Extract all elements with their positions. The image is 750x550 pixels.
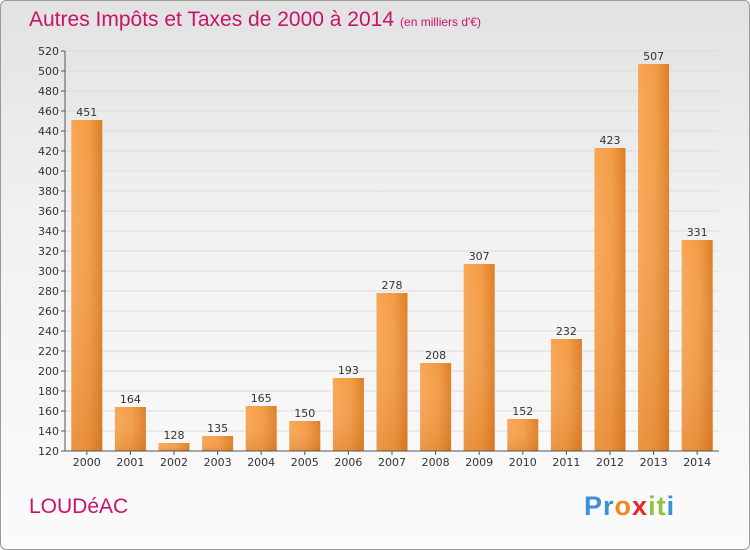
- bar-value-label: 507: [643, 50, 664, 63]
- logo-letter: P: [584, 491, 604, 521]
- chart-title-text: Autres Impôts et Taxes de 2000 à 2014: [29, 8, 395, 31]
- location-label: LOUDéAC: [29, 495, 129, 518]
- y-tick-label: 160: [38, 405, 59, 418]
- bars: 451 164 128 135 165 150 193 278 208 307 152 232 423 5…: [71, 50, 713, 451]
- y-tick-label: 400: [38, 165, 59, 178]
- x-tick-label: 2014: [683, 456, 711, 469]
- bar-shade: [114, 407, 146, 451]
- bar-shade: [463, 264, 495, 451]
- bar-value-label: 152: [512, 405, 533, 418]
- logo-letter: o: [614, 491, 633, 521]
- bar-value-label: 307: [469, 250, 490, 263]
- bar-value-label: 128: [164, 429, 185, 442]
- bar-value-label: 423: [600, 134, 621, 147]
- x-tick-label: 2006: [334, 456, 362, 469]
- x-tick-label: 2003: [204, 456, 232, 469]
- bar-value-label: 208: [425, 349, 446, 362]
- bar-value-label: 278: [382, 279, 403, 292]
- x-tick-label: 2012: [596, 456, 624, 469]
- y-tick-label: 360: [38, 205, 59, 218]
- x-axis: 2000 2001 2002 2003 2004 2005 2006 2007 2008 2009…: [65, 450, 719, 469]
- bar-shade: [507, 419, 539, 451]
- logo-letter: i: [666, 491, 676, 521]
- bar-value-label: 451: [76, 106, 97, 119]
- x-tick-label: 2002: [160, 456, 188, 469]
- y-tick-label: 420: [38, 145, 59, 158]
- bar-value-label: 193: [338, 364, 359, 377]
- bar-shade: [550, 339, 582, 451]
- x-tick-label: 2000: [73, 456, 101, 469]
- x-tick-label: 2008: [422, 456, 450, 469]
- logo-letter: r: [603, 491, 615, 521]
- bar-shade: [594, 148, 626, 451]
- bar-shade: [245, 406, 277, 451]
- y-tick-label: 500: [38, 65, 59, 78]
- y-tick-label: 320: [38, 245, 59, 258]
- bar-value-label: 164: [120, 393, 141, 406]
- x-tick-label: 2009: [465, 456, 493, 469]
- bar-shade: [71, 120, 103, 451]
- y-tick-label: 460: [38, 105, 59, 118]
- x-tick-label: 2013: [640, 456, 668, 469]
- x-tick-label: 2010: [509, 456, 537, 469]
- y-tick-label: 520: [38, 45, 59, 58]
- bar-shade: [202, 436, 234, 451]
- y-tick-label: 240: [38, 325, 59, 338]
- y-axis: 120 140 160 180 200 220 240 260 280 300 320 340 360 3…: [38, 45, 66, 458]
- x-tick-label: 2007: [378, 456, 406, 469]
- x-tick-label: 2004: [247, 456, 275, 469]
- bar-value-label: 165: [251, 392, 272, 405]
- y-tick-label: 120: [38, 445, 59, 458]
- y-tick-label: 180: [38, 385, 59, 398]
- bar-shade: [420, 363, 452, 451]
- x-tick-label: 2005: [291, 456, 319, 469]
- x-tick-label: 2011: [552, 456, 580, 469]
- proxiti-logo: Proxiti: [584, 491, 675, 522]
- y-tick-label: 480: [38, 85, 59, 98]
- y-tick-label: 340: [38, 225, 59, 238]
- bar-value-label: 150: [294, 407, 315, 420]
- bar-shade: [158, 443, 190, 451]
- y-tick-label: 140: [38, 425, 59, 438]
- logo-letter: t: [656, 491, 667, 521]
- chart-subtitle: (en milliers d'€): [400, 15, 482, 29]
- x-tick-label: 2001: [116, 456, 144, 469]
- bar-value-label: 135: [207, 422, 228, 435]
- logo-letter: i: [648, 491, 657, 521]
- y-tick-label: 260: [38, 305, 59, 318]
- chart-title: Autres Impôts et Taxes de 2000 à 2014 (en…: [29, 8, 481, 32]
- bar-value-label: 331: [687, 226, 708, 239]
- bar-shade: [289, 421, 321, 451]
- bar-shade: [376, 293, 408, 451]
- y-tick-label: 220: [38, 345, 59, 358]
- bar-value-label: 232: [556, 325, 577, 338]
- y-tick-label: 380: [38, 185, 59, 198]
- y-tick-label: 440: [38, 125, 59, 138]
- bar-shade: [638, 64, 670, 451]
- y-tick-label: 200: [38, 365, 59, 378]
- bar-shade: [332, 378, 364, 451]
- y-tick-label: 280: [38, 285, 59, 298]
- y-tick-label: 300: [38, 265, 59, 278]
- bar-shade: [681, 240, 713, 451]
- logo-letter: x: [632, 491, 649, 521]
